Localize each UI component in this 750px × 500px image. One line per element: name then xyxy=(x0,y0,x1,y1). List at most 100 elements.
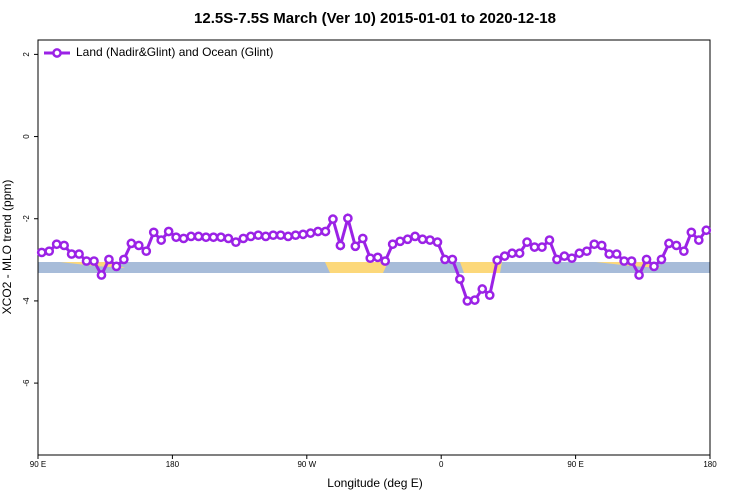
data-point xyxy=(447,254,458,265)
data-point xyxy=(119,254,129,265)
y-tick-label: -4 xyxy=(22,297,31,305)
data-point xyxy=(290,230,301,241)
data-point xyxy=(641,254,652,265)
data-point xyxy=(522,237,532,248)
data-point xyxy=(469,295,480,305)
data-point xyxy=(36,247,47,258)
data-point xyxy=(171,232,181,243)
data-point xyxy=(649,261,659,272)
data-point xyxy=(507,248,517,259)
data-point xyxy=(156,235,167,245)
data-point xyxy=(343,213,353,224)
chart-title: 12.5S-7.5S March (Ver 10) 2015-01-01 to … xyxy=(194,10,556,27)
data-point xyxy=(223,233,234,244)
data-point xyxy=(126,238,137,249)
plot-frame xyxy=(37,39,711,456)
data-point xyxy=(335,240,346,251)
data-point xyxy=(596,240,607,251)
data-point xyxy=(275,230,286,241)
data-point xyxy=(679,246,689,257)
data-point xyxy=(298,229,308,240)
data-point xyxy=(372,252,383,263)
legend-marker xyxy=(52,48,62,58)
data-point xyxy=(66,249,77,259)
data-point xyxy=(238,233,249,244)
x-tick-label: 180 xyxy=(703,460,717,469)
data-point xyxy=(44,246,55,257)
data-point xyxy=(589,239,600,250)
data-point xyxy=(477,284,488,294)
data-point xyxy=(59,240,69,251)
data-point xyxy=(51,239,62,250)
data-point xyxy=(402,234,413,245)
data-point xyxy=(604,249,615,259)
y-tick-label: -2 xyxy=(22,215,31,223)
data-point xyxy=(432,237,443,248)
data-point xyxy=(163,226,174,237)
data-point xyxy=(305,228,316,238)
data-point xyxy=(559,251,570,261)
data-point xyxy=(357,233,368,244)
x-axis-label: Longitude (deg E) xyxy=(327,476,422,490)
data-point xyxy=(387,239,398,250)
data-point xyxy=(186,231,196,242)
data-point xyxy=(260,231,271,242)
legend-label: Land (Nadir&Glint) and Ocean (Glint) xyxy=(76,45,273,59)
data-point xyxy=(686,227,697,238)
y-tick-label: 2 xyxy=(22,52,31,57)
data-point xyxy=(701,225,712,236)
x-tick-label: 0 xyxy=(439,460,444,469)
data-point xyxy=(193,231,204,242)
data-point xyxy=(96,270,107,280)
data-point xyxy=(693,235,704,245)
data-point xyxy=(245,231,256,242)
data-point xyxy=(395,236,405,247)
data-point xyxy=(484,290,495,301)
data-point xyxy=(81,256,92,266)
data-point xyxy=(634,270,644,280)
land-ocean-strip xyxy=(38,262,710,273)
data-point xyxy=(574,248,585,259)
data-point xyxy=(425,235,435,245)
data-point xyxy=(141,246,152,257)
data-point xyxy=(537,242,547,252)
data-point xyxy=(74,249,84,259)
x-tick-label: 180 xyxy=(166,460,180,469)
data-point xyxy=(552,254,562,265)
y-axis-label: XCO2 - MLO trend (ppm) xyxy=(0,180,14,315)
data-point xyxy=(178,233,189,244)
data-point xyxy=(410,231,420,242)
data-point xyxy=(148,227,159,238)
data-point xyxy=(208,232,219,243)
data-point xyxy=(380,256,391,266)
data-point xyxy=(671,240,682,251)
data-point xyxy=(253,230,264,241)
data-point xyxy=(268,230,279,241)
data-point xyxy=(231,237,241,248)
data-point xyxy=(417,234,428,245)
data-point xyxy=(499,251,510,261)
data-point xyxy=(492,255,503,266)
data-point xyxy=(462,296,473,306)
y-tick-label: 0 xyxy=(22,134,31,139)
land-region xyxy=(325,262,388,273)
x-tick-label: 90 E xyxy=(567,460,583,469)
data-point xyxy=(201,232,211,243)
data-point xyxy=(283,231,293,242)
data-point xyxy=(455,274,465,284)
data-point xyxy=(440,254,450,265)
data-point xyxy=(133,240,144,251)
x-tick-label: 90 E xyxy=(30,460,46,469)
data-point xyxy=(626,256,637,266)
data-point xyxy=(611,249,622,259)
data-point xyxy=(89,256,99,266)
data-point xyxy=(111,261,122,272)
data-point xyxy=(656,254,667,265)
data-point xyxy=(619,256,629,266)
y-tick-label: -6 xyxy=(22,379,31,387)
data-point xyxy=(514,248,525,259)
data-point xyxy=(216,232,226,243)
data-point xyxy=(104,254,114,265)
data-point xyxy=(365,253,376,264)
